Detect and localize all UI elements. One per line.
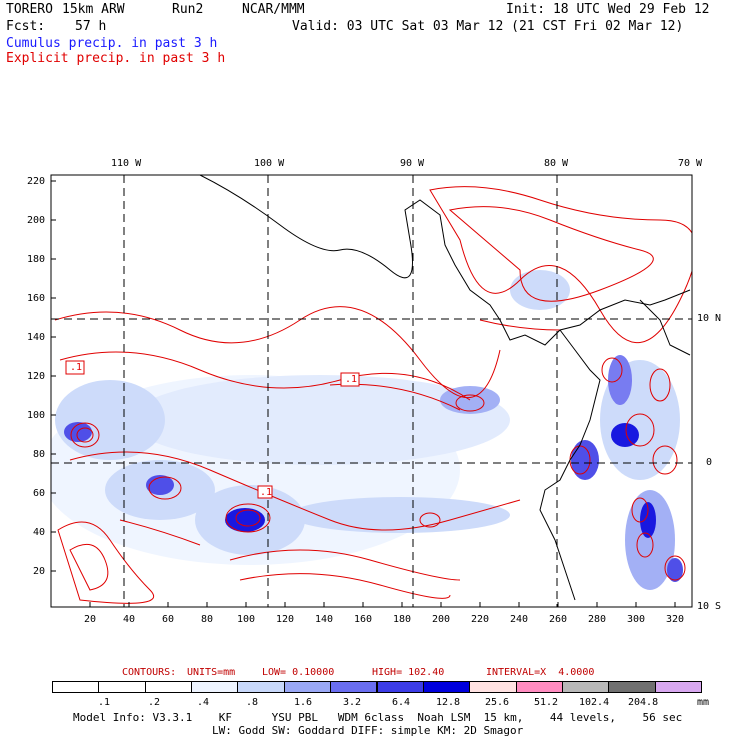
x-tick-label: 100 [237,614,256,625]
x-tick-label: 280 [588,614,607,625]
lon-label: 90 W [400,158,425,169]
legend-cumulus: Cumulus precip. in past 3 h [6,36,218,51]
org-label: NCAR/MMM [242,2,305,17]
x-tick-label: 300 [627,614,646,625]
x-tick-label: 200 [432,614,451,625]
colorbar-swatch [469,681,517,693]
colorbar-label: 3.2 [343,697,362,708]
colorbar-label: .2 [148,697,161,708]
lat-lon-grid [51,175,692,607]
x-tick-label: 20 [84,614,97,625]
y-tick-label: 160 [27,293,46,304]
colorbar-swatch [608,681,656,693]
run-label: Run2 [172,2,204,17]
colorbar-swatch [237,681,285,693]
x-tick-label: 260 [549,614,568,625]
colorbar-label: .1 [98,697,111,708]
y-tick-label: 60 [33,488,46,499]
y-tick-label: 220 [27,176,46,187]
x-tick-label: 40 [123,614,136,625]
y-tick-label: 20 [33,566,46,577]
colorbar-swatch [283,681,332,693]
y-tick-label: 100 [27,410,46,421]
init-time: Init: 18 UTC Wed 29 Feb 12 [506,2,710,17]
colorbar-swatch [98,681,146,693]
colorbar-label: 1.6 [294,697,313,708]
y-tick-label: 80 [33,449,46,460]
coastline [199,175,691,601]
x-tick-label: 80 [201,614,214,625]
lat-label: 0 [706,457,713,468]
legend-explicit: Explicit precip. in past 3 h [6,51,226,66]
contour-title: CONTOURS: [122,667,177,678]
contour-label: .1 [345,374,358,385]
model-info-line1: Model Info: V3.3.1 KF YSU PBL WDM 6class… [73,711,683,724]
x-tick-label: 180 [393,614,412,625]
lat-label: 10 N [697,313,722,324]
colorbar-swatch [376,681,424,693]
colorbar-label: 51.2 [534,697,559,708]
contour-label: .1 [260,487,273,498]
y-tick-label: 40 [33,527,46,538]
valid-time: Valid: 03 UTC Sat 03 Mar 12 (21 CST Fri … [292,19,684,34]
contour-low: LOW= 0.10000 [262,667,335,678]
forecast-label: Fcst: [6,19,46,34]
colorbar-label: 25.6 [485,697,510,708]
y-tick-label: 200 [27,215,46,226]
colorbar-swatch [330,681,378,693]
colorbar-swatch [654,681,702,693]
x-tick-label: 140 [315,614,334,625]
x-tick-label: 320 [666,614,685,625]
resolution-label: 15km ARW [62,2,125,17]
model-info-line2: LW: Godd SW: Goddard DIFF: simple KM: 2D… [212,724,524,737]
colorbar-swatch [515,681,563,693]
colorbar-label: 204.8 [628,697,659,708]
colorbar-swatch [191,681,239,693]
y-tick-label: 120 [27,371,46,382]
axis-ticks [51,180,676,607]
colorbar-label: 6.4 [392,697,411,708]
cumulus-precip-field [51,270,683,590]
explicit-precip-contours [54,186,692,604]
lon-label: 110 W [111,158,142,169]
x-tick-label: 220 [471,614,490,625]
lon-label: 80 W [544,158,569,169]
x-tick-label: 60 [162,614,175,625]
contour-label: .1 [70,362,83,373]
colorbar-unit: mm [697,697,710,708]
model-name: TORERO [6,2,53,17]
lat-label: 10 S [697,601,722,612]
colorbar-swatch [52,681,100,693]
colorbar-label: .4 [197,697,210,708]
y-tick-label: 180 [27,254,46,265]
map-frame [50,174,693,608]
contour-interval: INTERVAL=X 4.0000 [486,667,595,678]
x-tick-label: 120 [276,614,295,625]
contour-high: HIGH= 102.40 [372,667,445,678]
colorbar-swatch [144,681,193,693]
colorbar-swatch [422,681,471,693]
contour-units: UNITS=mm [187,667,236,678]
y-tick-label: 140 [27,332,46,343]
colorbar-label: 102.4 [579,697,610,708]
lon-label: 70 W [678,158,703,169]
colorbar-label: .8 [246,697,259,708]
x-tick-label: 160 [354,614,373,625]
colorbar-label: 12.8 [436,697,461,708]
lon-label: 100 W [254,158,285,169]
x-tick-label: 240 [510,614,529,625]
forecast-hours: 57 h [75,19,107,34]
colorbar-swatch [561,681,610,693]
